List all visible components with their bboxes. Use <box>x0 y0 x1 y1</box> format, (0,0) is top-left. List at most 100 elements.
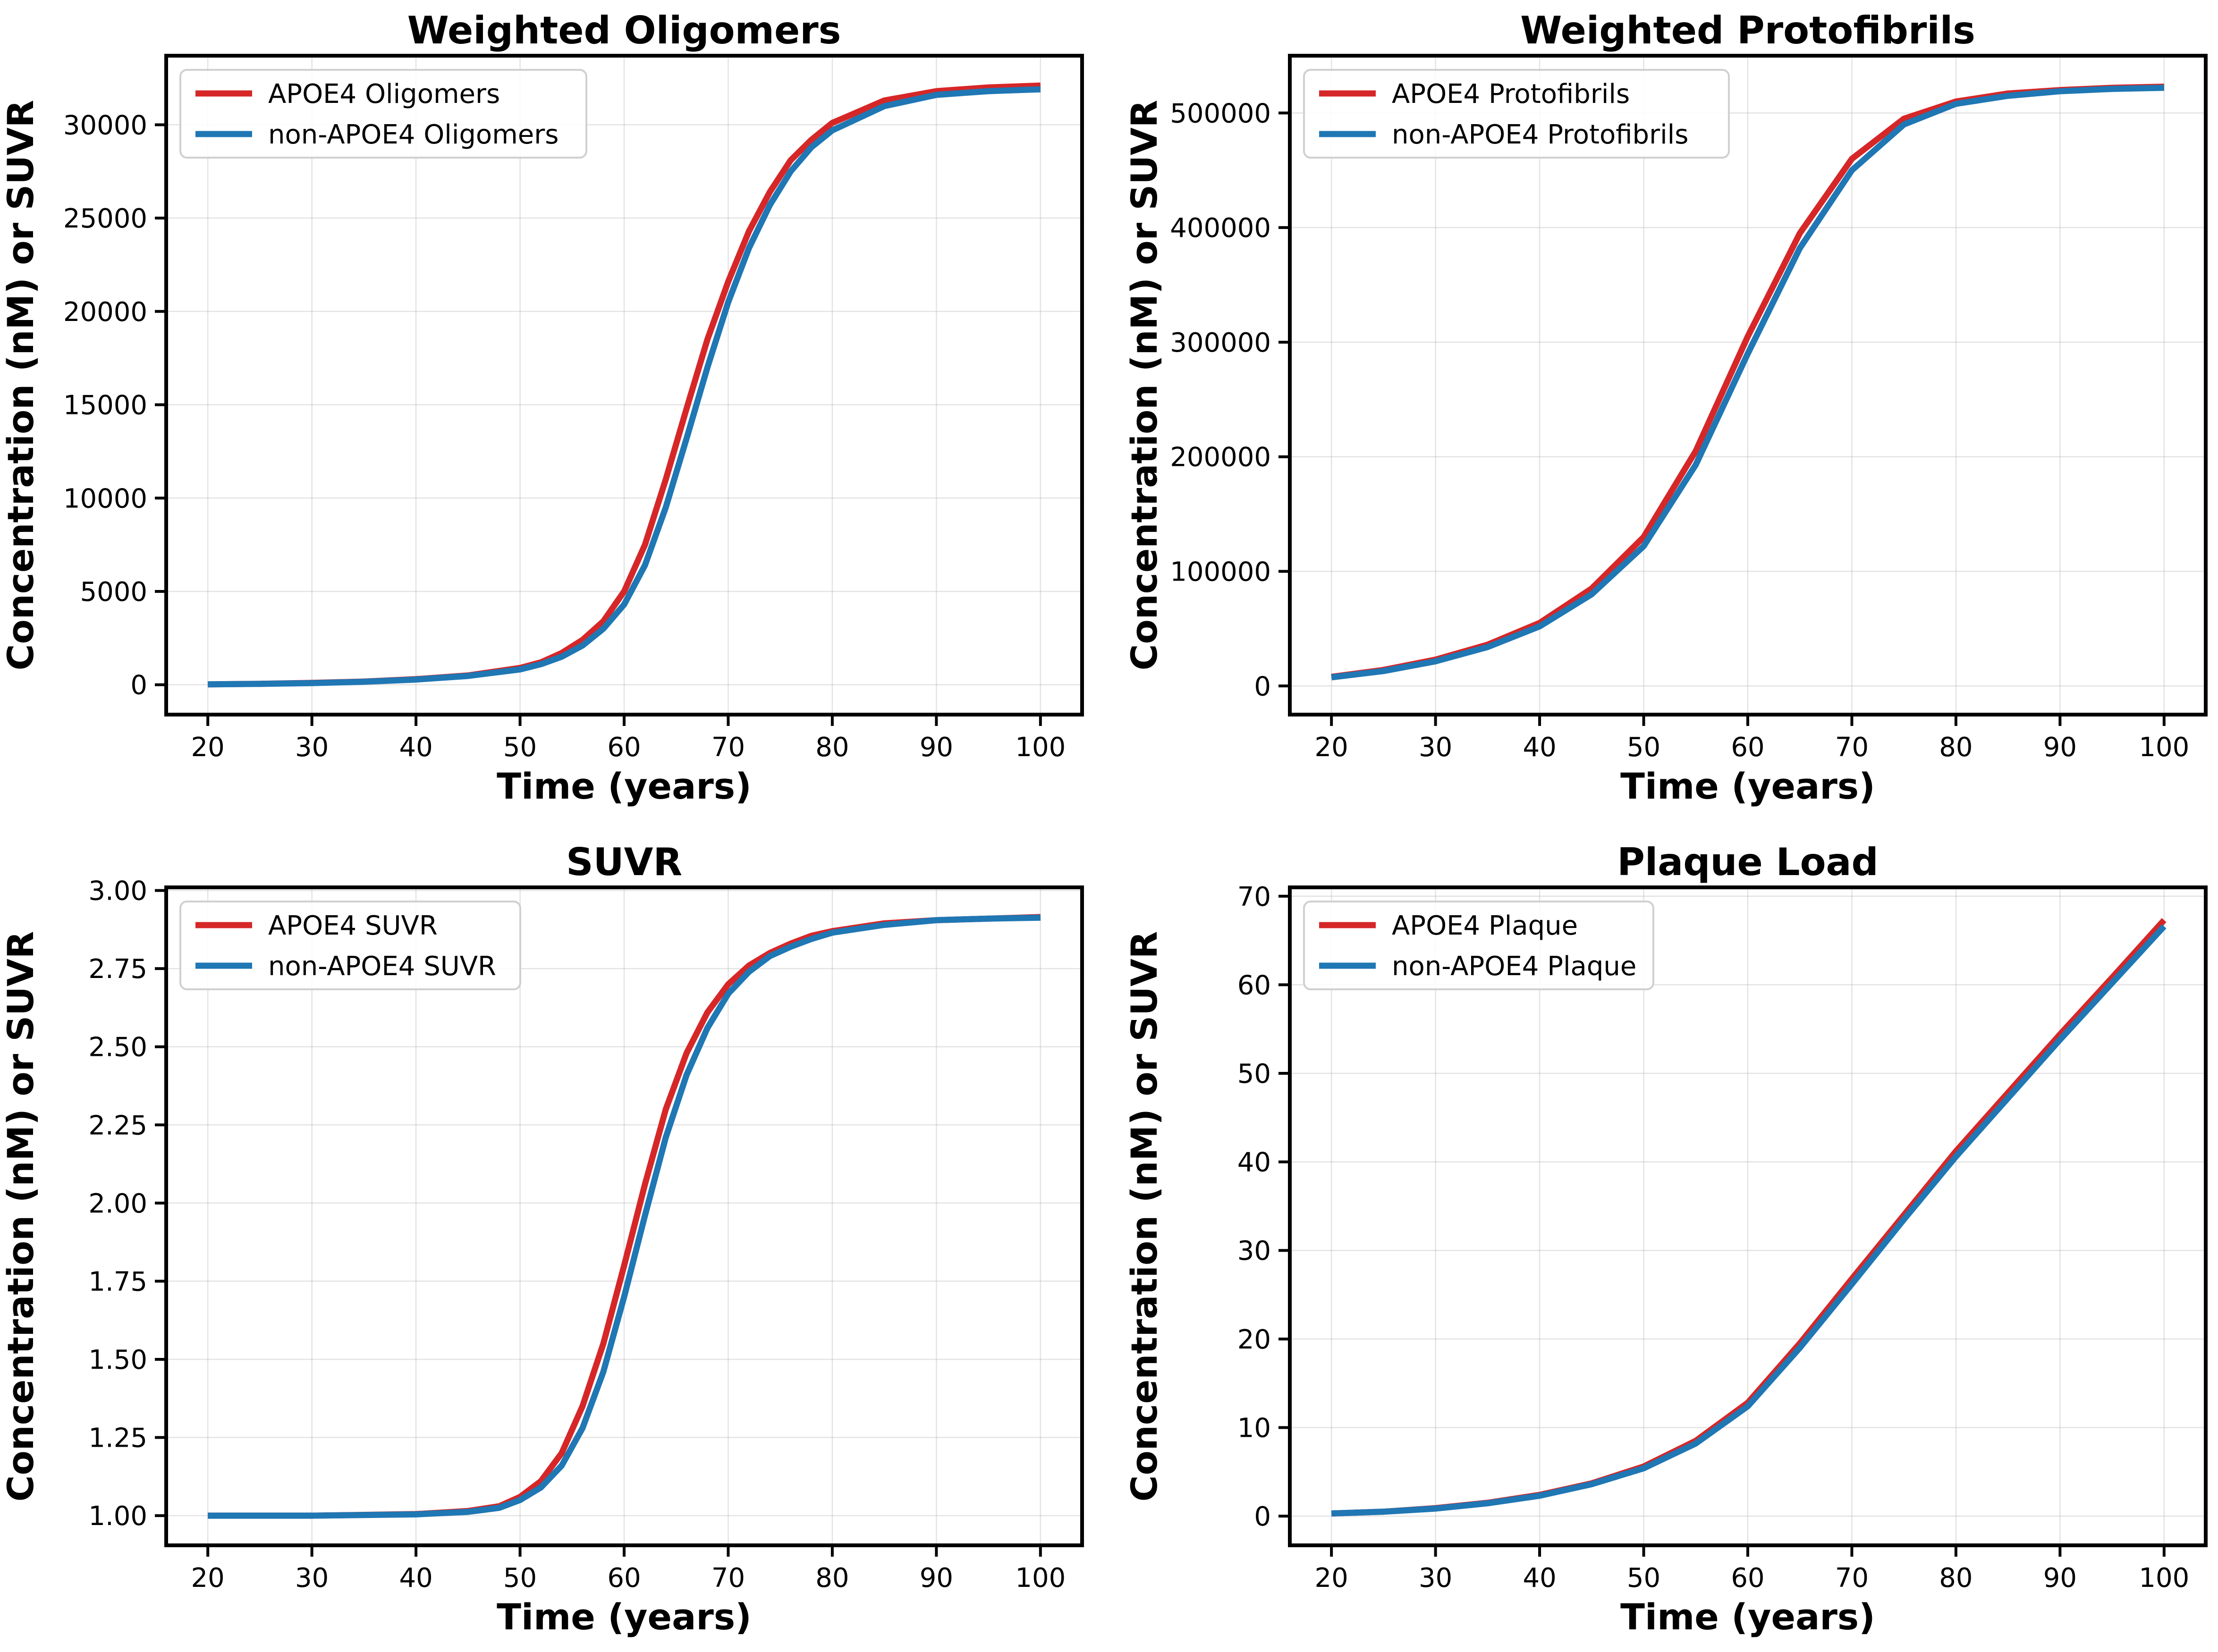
x-tick-label: 100 <box>2139 1563 2189 1593</box>
y-tick-label: 1.00 <box>88 1501 147 1532</box>
y-tick-label: 2.50 <box>88 1032 147 1063</box>
x-tick-label: 60 <box>607 1563 641 1593</box>
y-tick-label: 20000 <box>63 297 147 328</box>
chart-title: Weighted Oligomers <box>407 8 841 52</box>
x-axis-label: Time (years) <box>497 1596 752 1638</box>
x-tick-label: 70 <box>711 732 745 763</box>
x-tick-label: 100 <box>1015 732 1066 763</box>
x-tick-label: 60 <box>1731 1563 1764 1593</box>
y-tick-label: 100000 <box>1170 557 1271 588</box>
x-tick-label: 20 <box>191 1563 225 1593</box>
y-tick-label: 2.00 <box>88 1188 147 1219</box>
x-tick-label: 90 <box>920 732 953 763</box>
x-tick-label: 50 <box>1627 1563 1660 1593</box>
x-axis-label: Time (years) <box>497 765 752 807</box>
y-tick-label: 5000 <box>80 577 147 607</box>
y-tick-label: 500000 <box>1170 98 1271 129</box>
x-tick-label: 20 <box>1315 732 1348 763</box>
x-tick-label: 80 <box>1939 732 1972 763</box>
y-axis-label: Concentration (nM) or SUVR <box>0 100 42 671</box>
y-axis-label: Concentration (nM) or SUVR <box>1123 931 1165 1502</box>
gridlines <box>1290 56 2206 715</box>
x-tick-label: 20 <box>1315 1563 1348 1593</box>
y-tick-label: 400000 <box>1170 213 1271 244</box>
legend: APOE4 Oligomers non-APOE4 Oligomers <box>179 69 587 159</box>
legend-box <box>179 69 587 159</box>
chart-panel-2: 20 30 40 50 60 70 80 90 100 0 100000 200000 300000 40… <box>1123 8 2208 807</box>
x-tick-label: 30 <box>295 1563 329 1593</box>
y-axis-label: Concentration (nM) or SUVR <box>0 931 42 1502</box>
y-tick-label: 10000 <box>63 483 147 514</box>
series-line-non-apoe4 <box>208 914 1041 1519</box>
legend-entry: APOE4 Protofibrils <box>1392 79 1630 110</box>
y-tick-label: 0 <box>130 670 147 701</box>
x-tick-label: 90 <box>920 1563 953 1593</box>
y-tick-label: 60 <box>1237 970 1271 1001</box>
y-tick-label: 40 <box>1237 1147 1271 1178</box>
x-tick-label: 30 <box>1419 1563 1452 1593</box>
y-tick-label: 1.25 <box>88 1423 147 1454</box>
y-tick-label: 3.00 <box>88 876 147 907</box>
legend: APOE4 Protofibrils non-APOE4 Protofibrils <box>1303 69 1730 159</box>
legend-entry: APOE4 Plaque <box>1392 910 1578 941</box>
y-tick-label: 2.75 <box>88 954 147 985</box>
x-tick-label: 50 <box>503 1563 537 1593</box>
series-line-non-apoe4 <box>1331 84 2164 681</box>
x-tick-label: 70 <box>711 1563 745 1593</box>
chart-title: Plaque Load <box>1617 840 1879 884</box>
chart-panel-4: 20 30 40 50 60 70 80 90 100 0 10 20 30 40 50 60 70 Plaque… <box>1123 840 2208 1638</box>
y-tick-label: 30000 <box>63 110 147 141</box>
chart-panel-1: 20 30 40 50 60 70 80 90 100 0 5000 10000 15000 20000 2… <box>0 8 1084 807</box>
chart-title: SUVR <box>566 840 682 884</box>
y-tick-label: 10 <box>1237 1413 1271 1443</box>
y-axis-label: Concentration (nM) or SUVR <box>1123 100 1165 671</box>
x-tick-label: 50 <box>1627 732 1660 763</box>
series-line-non-apoe4 <box>208 86 1041 688</box>
legend-entry: non-APOE4 Oligomers <box>268 119 559 150</box>
x-axis-label: Time (years) <box>1620 1596 1875 1638</box>
chart-title: Weighted Protofibrils <box>1520 8 1975 52</box>
legend-box <box>1303 901 1654 990</box>
x-axis-label: Time (years) <box>1620 765 1875 807</box>
y-tick-label: 1.50 <box>88 1345 147 1375</box>
series-line-non-apoe4 <box>1331 924 2167 1517</box>
x-tick-label: 40 <box>399 732 432 763</box>
x-tick-label: 90 <box>2043 732 2077 763</box>
x-tick-label: 60 <box>1731 732 1764 763</box>
gridlines <box>166 56 1082 715</box>
y-tick-label: 20 <box>1237 1324 1271 1355</box>
y-tick-label: 1.75 <box>88 1266 147 1297</box>
legend: APOE4 SUVR non-APOE4 SUVR <box>179 901 521 990</box>
y-tick-label: 25000 <box>63 203 147 234</box>
x-tick-label: 50 <box>503 732 537 763</box>
gridlines <box>1290 887 2206 1545</box>
y-tick-label: 0 <box>1254 671 1271 702</box>
legend-entry: APOE4 SUVR <box>268 910 438 941</box>
x-tick-label: 40 <box>1523 732 1556 763</box>
x-tick-label: 20 <box>191 732 225 763</box>
legend: APOE4 Plaque non-APOE4 Plaque <box>1303 901 1654 990</box>
y-tick-label: 200000 <box>1170 442 1271 473</box>
x-tick-label: 80 <box>815 732 849 763</box>
legend-entry: non-APOE4 Protofibrils <box>1392 119 1688 150</box>
x-tick-label: 80 <box>1939 1563 1972 1593</box>
y-tick-label: 70 <box>1237 882 1271 912</box>
legend-entry: non-APOE4 Plaque <box>1392 951 1636 982</box>
x-tick-label: 40 <box>1523 1563 1556 1593</box>
y-tick-label: 2.25 <box>88 1110 147 1141</box>
x-tick-label: 30 <box>295 732 329 763</box>
x-tick-label: 80 <box>815 1563 849 1593</box>
y-tick-label: 50 <box>1237 1059 1271 1089</box>
x-tick-label: 60 <box>607 732 641 763</box>
x-tick-label: 100 <box>2139 732 2189 763</box>
x-tick-label: 70 <box>1835 732 1869 763</box>
chart-panel-3: 20 30 40 50 60 70 80 90 100 1.00 1.25 1.50 1.75 2.00 2… <box>0 840 1084 1638</box>
y-tick-label: 15000 <box>63 390 147 421</box>
legend-box <box>179 901 521 990</box>
legend-box <box>1303 69 1730 159</box>
x-tick-label: 100 <box>1015 1563 1066 1593</box>
y-tick-label: 30 <box>1237 1236 1271 1266</box>
legend-entry: non-APOE4 SUVR <box>268 951 496 982</box>
y-tick-label: 0 <box>1254 1501 1271 1532</box>
x-tick-label: 30 <box>1419 732 1452 763</box>
